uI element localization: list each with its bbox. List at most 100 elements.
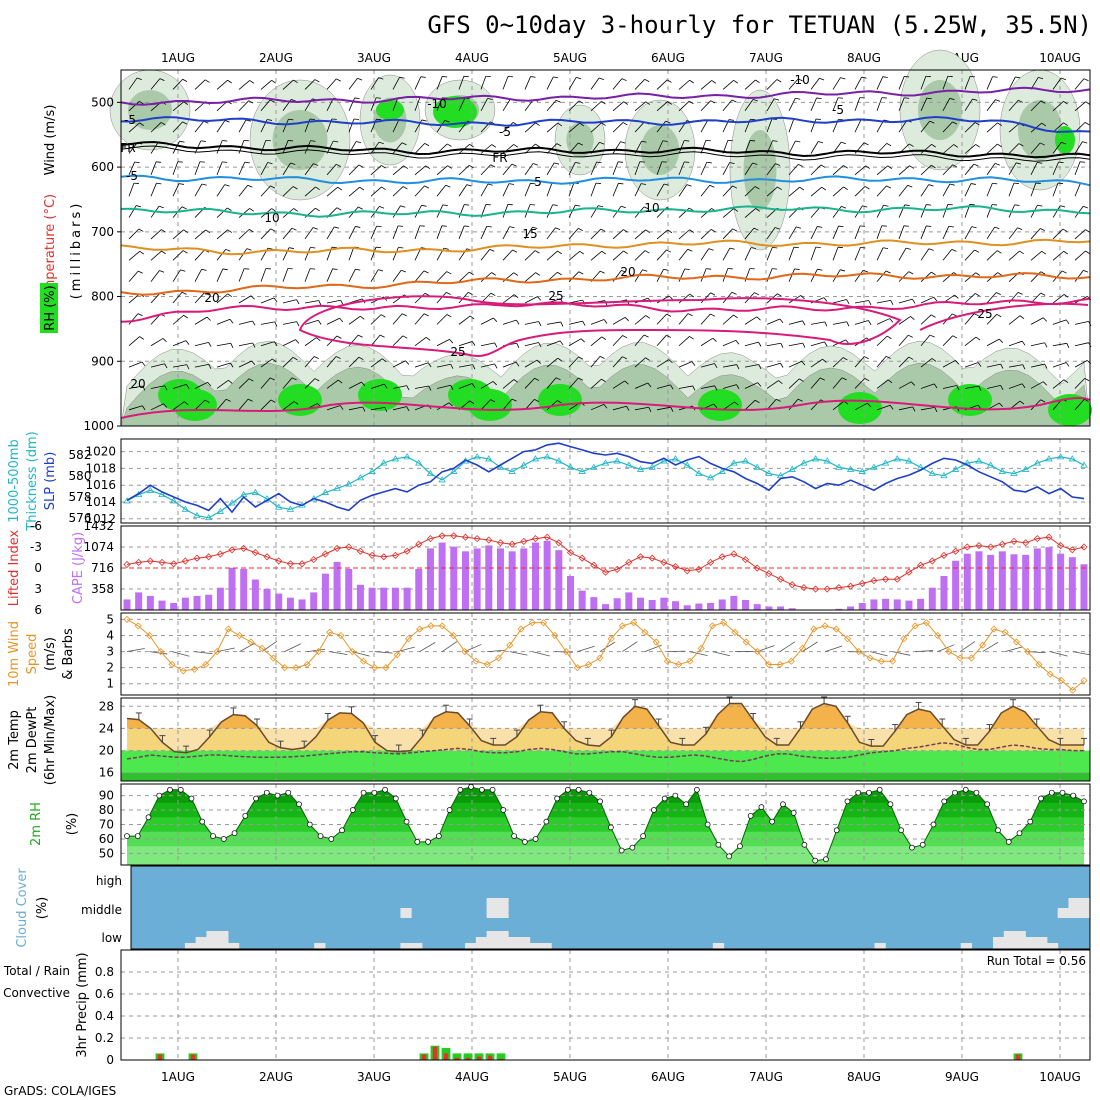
precip-total-bar (463, 1053, 473, 1060)
lifted-index-point (741, 556, 750, 564)
rh-point (887, 801, 894, 808)
wind-barb-flag (732, 185, 738, 189)
precip-convective-bar (157, 1054, 163, 1060)
cape-bar (1045, 547, 1053, 610)
wind-barb (326, 164, 337, 176)
wind-barb (282, 247, 290, 261)
wind-barb-flag (267, 162, 273, 164)
wind-barb-flag (687, 248, 693, 252)
wind-barb (656, 384, 671, 389)
wind-speed-point (393, 651, 401, 659)
wind-barb-flag (336, 163, 341, 167)
wind-barb-flag (775, 163, 781, 166)
wind-barb-flag (1014, 204, 1020, 206)
wind-barb-flag (228, 379, 233, 384)
slp-line (126, 442, 1085, 514)
lifted-index-point (520, 537, 528, 545)
wind-speed-point (540, 619, 548, 627)
wind-barb (678, 184, 688, 197)
wind-barb (150, 122, 162, 133)
wind-barb-flag (491, 144, 497, 148)
wind-barb-flag (618, 182, 624, 185)
wind-speed-point (720, 619, 728, 627)
thickness-point (870, 463, 878, 470)
wind-barb-flag (934, 407, 938, 413)
isotherm-25-lower (120, 396, 1091, 419)
wind-barb (1052, 228, 1064, 240)
wind-barb-flag (310, 246, 316, 249)
wind-barb (832, 165, 844, 176)
wind-barb-flag (271, 208, 277, 212)
wind-barb-flag (159, 78, 165, 81)
rh-point (984, 801, 991, 808)
rh-high-patch (173, 389, 217, 421)
wind-barb (590, 378, 602, 389)
wind-barb-flag (224, 184, 230, 187)
wind-barb (524, 76, 531, 90)
lifted-index-point (636, 553, 645, 561)
wind-speed-point (157, 648, 165, 656)
wind-barb (414, 185, 425, 197)
wind-barb (744, 341, 759, 347)
wind-barb-flag (535, 272, 541, 276)
thickness-point (986, 461, 995, 468)
rh-tick-label: 80 (99, 803, 114, 817)
rh-point (1081, 798, 1087, 805)
slp-tick-label: 1012 (85, 512, 116, 526)
wind-barb (986, 385, 1001, 389)
wind-barb-flag (244, 268, 250, 270)
cape-bar (730, 595, 738, 610)
wind-barb-flag (491, 272, 496, 276)
isotherm-label: 20 (204, 291, 219, 305)
cape-bar (683, 605, 691, 610)
surface-wind-barb (1005, 646, 1023, 652)
wind-barb (656, 249, 667, 261)
surface-wind-barb (194, 651, 213, 655)
wind-barb-flag (662, 140, 668, 142)
lifted-index-line (126, 535, 1085, 590)
wind-barb-flag (729, 247, 735, 250)
thickness-point (695, 469, 703, 477)
wind-barb (634, 357, 646, 368)
wind-barb-flag (843, 165, 848, 169)
wind-barb-flag (442, 204, 448, 207)
wind-barb-flag (553, 76, 559, 79)
wind-barb-flag (206, 316, 211, 321)
wind-barb-flag (931, 164, 936, 169)
wind-barb-flag (516, 343, 520, 348)
rh-point (478, 786, 485, 793)
wind-barb (436, 120, 446, 133)
wind-barb-flag (689, 229, 694, 233)
wind-barb (832, 247, 839, 261)
wind-barb (150, 161, 157, 176)
wind-barb (744, 382, 758, 389)
run-total-label: Run Total = 0.56 (987, 954, 1086, 968)
wind-barb-flag (868, 300, 872, 306)
cape-bar (566, 575, 574, 610)
wind-speed-point (618, 622, 626, 630)
wind-barb-flag (178, 183, 185, 185)
rh-point (134, 833, 141, 839)
wind-barb-flag (428, 385, 432, 391)
wind-barb-flag (555, 377, 561, 381)
wind-barb (392, 270, 402, 282)
lifted-index-point (566, 549, 575, 557)
wind-barb-flag (575, 204, 581, 207)
wind-barb-flag (379, 334, 385, 338)
top-date-label: 8AUG (847, 51, 881, 65)
wind-barb (304, 356, 315, 368)
wind-barb-flag (487, 98, 493, 100)
wind-barb (722, 228, 733, 240)
wind-barb-flag (466, 184, 472, 187)
wind-barb (634, 406, 649, 411)
wind-barb (854, 76, 862, 90)
wind-barb (942, 226, 950, 240)
bottom-date-label: 4AUG (455, 1070, 489, 1084)
lifted-index-point (146, 557, 154, 565)
wind-speed-point (326, 628, 334, 636)
wind-barb (700, 229, 712, 240)
surface-wind-barb (419, 642, 436, 652)
wind-barb-flag (534, 377, 540, 381)
cape-bar (450, 546, 458, 610)
thickness-point (531, 455, 540, 462)
